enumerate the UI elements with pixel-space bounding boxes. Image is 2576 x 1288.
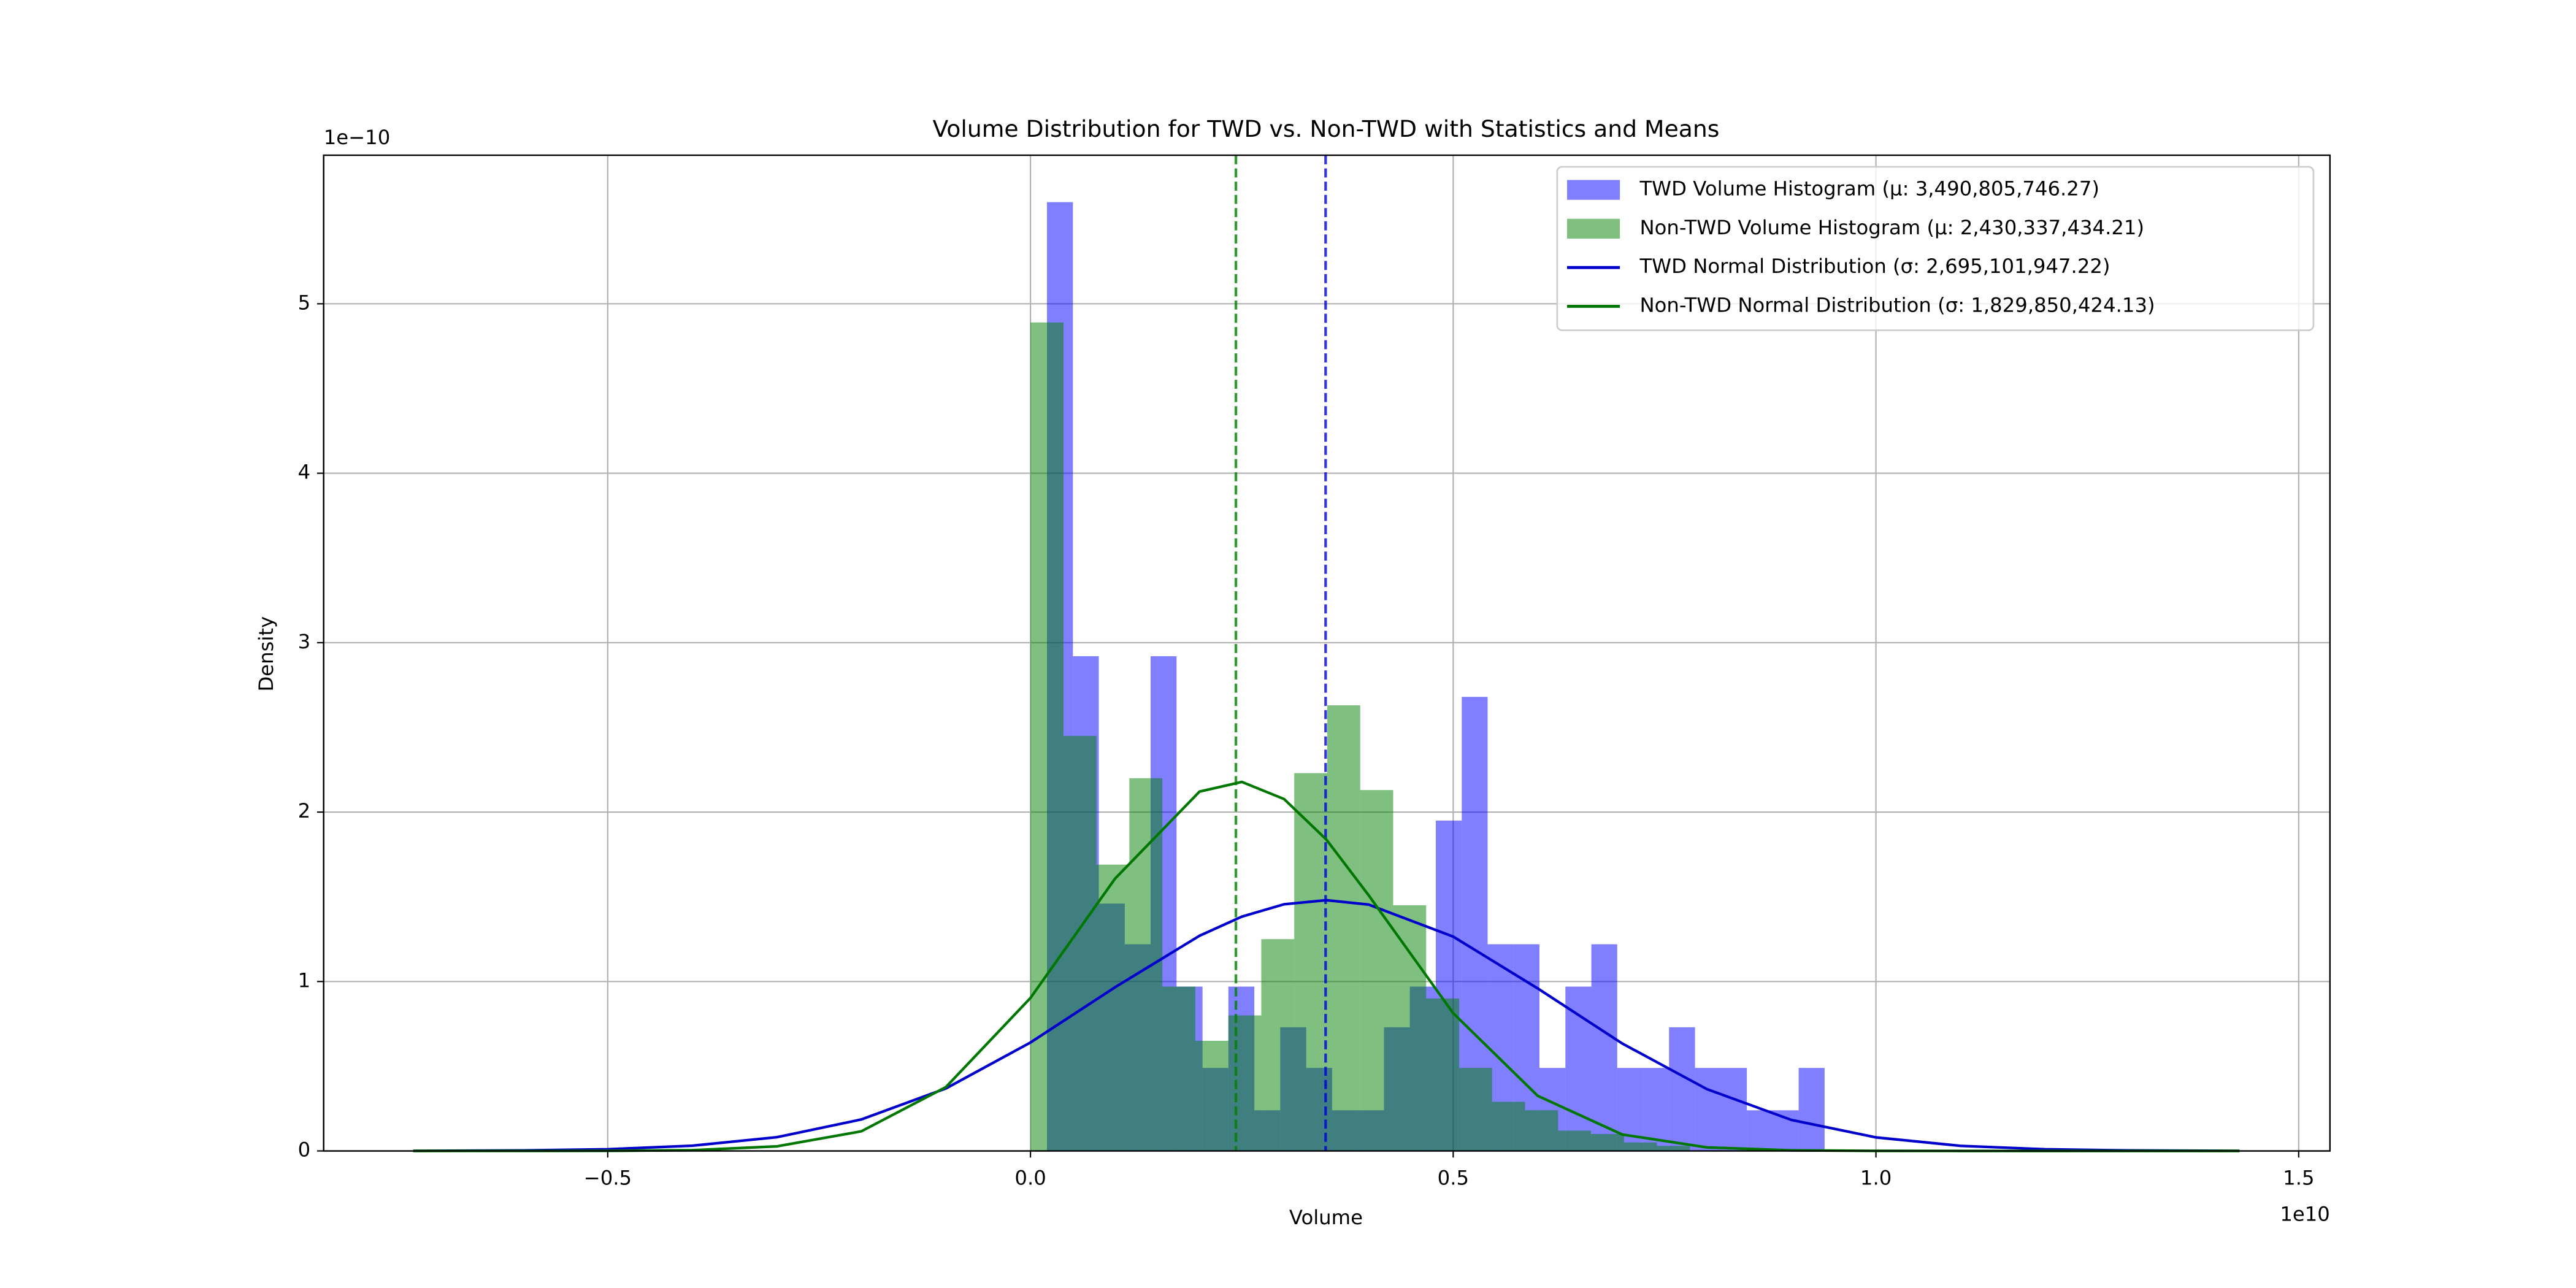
histogram-bar	[1426, 998, 1460, 1151]
y-tick-label: 3	[298, 630, 311, 653]
legend-label: Non-TWD Normal Distribution (σ: 1,829,85…	[1639, 293, 2155, 316]
histogram-bar	[1657, 1146, 1690, 1151]
x-tick-label: 1.5	[2283, 1166, 2314, 1189]
histogram-bar	[1393, 905, 1427, 1151]
histogram-bar	[1747, 1110, 1773, 1151]
chart-title: Volume Distribution for TWD vs. Non-TWD …	[932, 115, 1719, 142]
y-tick-label: 0	[298, 1138, 311, 1162]
histogram-bar	[1492, 1102, 1525, 1151]
histogram-bar	[1525, 1110, 1558, 1151]
histogram-bar	[1565, 986, 1592, 1151]
plot-area	[413, 155, 2240, 1152]
x-tick-label: 0.0	[1014, 1166, 1046, 1189]
distribution-curve	[413, 899, 2240, 1152]
histogram-bar	[1695, 1068, 1721, 1151]
histogram-bar	[1591, 1133, 1624, 1151]
y-tick-label: 1	[298, 968, 311, 992]
histogram-bar	[1558, 1130, 1592, 1151]
axes-frame	[323, 154, 2331, 1152]
legend-label: TWD Volume Histogram (μ: 3,490,805,746.2…	[1639, 177, 2099, 201]
legend-swatch	[1567, 180, 1620, 200]
y-tick-label: 2	[298, 799, 311, 822]
x-axis-label: Volume	[1289, 1206, 1363, 1229]
x-tick-label: 0.5	[1438, 1166, 1469, 1189]
histogram-bar	[1261, 939, 1295, 1151]
histogram-bar	[1669, 1027, 1695, 1151]
x-tick-label: 1.0	[1860, 1166, 1892, 1189]
y-tick-label: 5	[298, 291, 311, 314]
histogram-bar	[1228, 1015, 1262, 1151]
y-tick-label: 4	[298, 461, 311, 484]
legend-label: Non-TWD Volume Histogram (μ: 2,430,337,4…	[1639, 216, 2144, 239]
y-axis-label: Density	[255, 616, 278, 692]
histogram-bar	[1096, 864, 1130, 1151]
histogram-bar	[1623, 1142, 1657, 1151]
histogram-bar	[1195, 1040, 1229, 1151]
histogram-bar	[1459, 1068, 1492, 1151]
x-tick-label: −0.5	[584, 1166, 632, 1189]
histogram-bar	[1162, 986, 1195, 1151]
histogram-bar	[1773, 1110, 1799, 1151]
y-offset-label: 1e−10	[324, 126, 391, 149]
histogram-bar	[1129, 778, 1163, 1151]
histogram-bar	[1030, 322, 1064, 1151]
histogram-bar	[1360, 790, 1393, 1151]
legend-box	[1556, 166, 2315, 331]
x-offset-label: 1e10	[2280, 1203, 2330, 1226]
legend-swatch	[1567, 218, 1620, 239]
histogram-bar	[1591, 944, 1617, 1151]
histogram-bar	[1720, 1068, 1747, 1151]
histogram-bar	[1327, 705, 1360, 1151]
histogram-bar	[1294, 773, 1327, 1151]
legend: TWD Volume Histogram (μ: 3,490,805,746.2…	[1556, 166, 2315, 331]
legend-label: TWD Normal Distribution (σ: 2,695,101,94…	[1639, 255, 2110, 278]
histogram-bar	[1798, 1068, 1825, 1151]
